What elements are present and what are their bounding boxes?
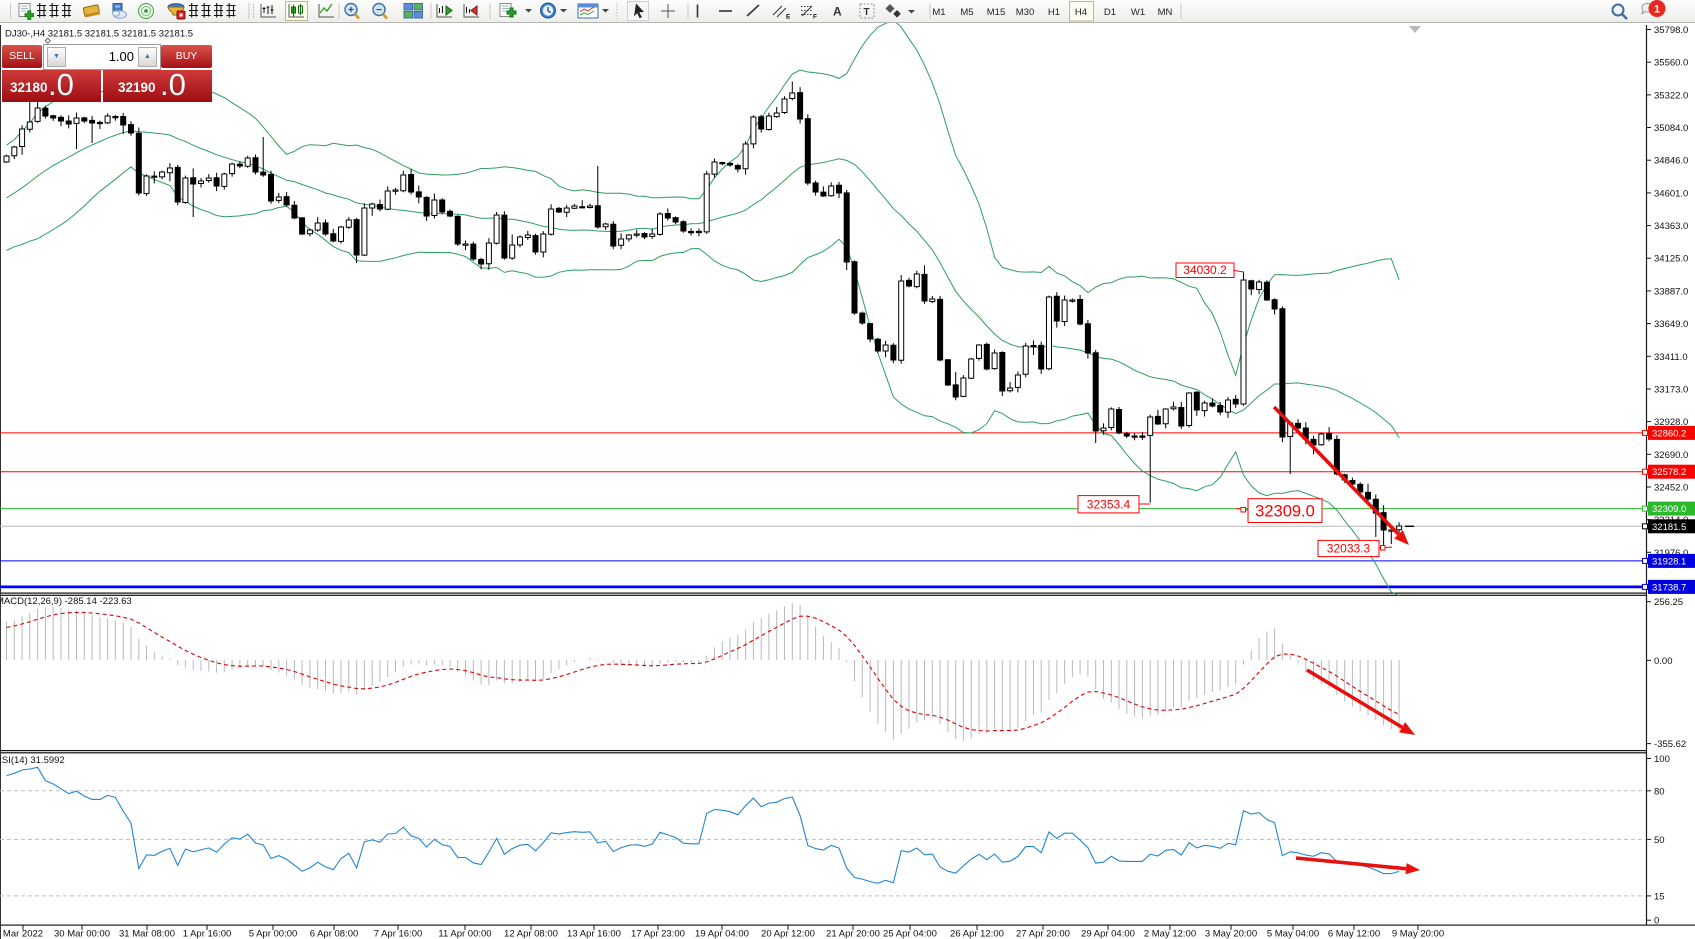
svg-text:+: + xyxy=(348,5,354,16)
svg-text:MN: MN xyxy=(1158,7,1173,18)
svg-text:19 Apr 04:00: 19 Apr 04:00 xyxy=(695,929,749,939)
svg-text:6 Apr 08:00: 6 Apr 08:00 xyxy=(310,929,359,939)
svg-text:32309.0: 32309.0 xyxy=(1255,503,1315,521)
svg-text:11 Apr 00:00: 11 Apr 00:00 xyxy=(438,929,491,939)
svg-text:50: 50 xyxy=(1654,835,1665,846)
svg-text:34601.0: 34601.0 xyxy=(1654,188,1688,199)
svg-text:6 May 12:00: 6 May 12:00 xyxy=(1328,929,1380,939)
svg-text:256.25: 256.25 xyxy=(1654,597,1683,608)
svg-text:3 May 20:00: 3 May 20:00 xyxy=(1205,929,1257,939)
svg-text:32578.2: 32578.2 xyxy=(1652,467,1686,478)
svg-text:32033.3: 32033.3 xyxy=(1327,542,1371,556)
svg-text:33411.0: 33411.0 xyxy=(1654,352,1688,363)
svg-text:35798.0: 35798.0 xyxy=(1654,25,1688,36)
svg-text:5 May 04:00: 5 May 04:00 xyxy=(1267,929,1319,939)
svg-text:M15: M15 xyxy=(987,7,1005,18)
svg-text:32353.4: 32353.4 xyxy=(1087,498,1131,512)
svg-text:1: 1 xyxy=(1654,4,1660,16)
svg-text:H4: H4 xyxy=(1075,7,1087,18)
svg-text:F: F xyxy=(813,14,817,21)
svg-text:30 Mar 00:00: 30 Mar 00:00 xyxy=(54,929,110,939)
svg-text:34363.0: 34363.0 xyxy=(1654,221,1688,232)
svg-text:27 Apr 20:00: 27 Apr 20:00 xyxy=(1016,929,1070,939)
svg-text:DJ30-,H4 32181.5 32181.5 3218: DJ30-,H4 32181.5 32181.5 32181.5 32181.5 xyxy=(5,29,193,40)
svg-text:MACD(12,26,9) -285.14 -223.63: MACD(12,26,9) -285.14 -223.63 xyxy=(0,596,132,607)
svg-text:29 Apr 04:00: 29 Apr 04:00 xyxy=(1081,929,1135,939)
svg-text:34030.2: 34030.2 xyxy=(1183,263,1227,277)
svg-text:2 May 12:00: 2 May 12:00 xyxy=(1144,929,1196,939)
svg-text:80: 80 xyxy=(1654,786,1665,797)
svg-text:33887.0: 33887.0 xyxy=(1654,286,1688,297)
svg-text:15: 15 xyxy=(1654,891,1665,902)
svg-text:31928.1: 31928.1 xyxy=(1652,556,1686,567)
svg-text:25 Apr 04:00: 25 Apr 04:00 xyxy=(883,929,937,939)
svg-text:35322.0: 35322.0 xyxy=(1654,90,1688,101)
svg-text:26 Apr 12:00: 26 Apr 12:00 xyxy=(950,929,1004,939)
svg-text:34846.0: 34846.0 xyxy=(1654,156,1688,167)
svg-text:33649.0: 33649.0 xyxy=(1654,319,1688,330)
svg-text:D1: D1 xyxy=(1104,7,1116,18)
svg-text:M30: M30 xyxy=(1016,7,1034,18)
svg-text:33173.0: 33173.0 xyxy=(1654,385,1688,396)
svg-text:Mar 2022: Mar 2022 xyxy=(3,929,43,939)
svg-text:32928.0: 32928.0 xyxy=(1654,417,1688,428)
svg-text:32452.0: 32452.0 xyxy=(1654,483,1688,494)
svg-text:M5: M5 xyxy=(960,7,973,18)
svg-text:31 Mar 08:00: 31 Mar 08:00 xyxy=(119,929,175,939)
svg-text:100: 100 xyxy=(1654,754,1670,765)
svg-text:35084.0: 35084.0 xyxy=(1654,123,1688,134)
svg-text:M1: M1 xyxy=(932,7,945,18)
svg-text:RSI(14) 31.5992: RSI(14) 31.5992 xyxy=(0,755,65,766)
svg-text:32309.0: 32309.0 xyxy=(1652,504,1686,515)
svg-text:0: 0 xyxy=(1654,916,1659,927)
svg-text:1 Apr 16:00: 1 Apr 16:00 xyxy=(183,929,232,939)
svg-text:9 May 20:00: 9 May 20:00 xyxy=(1392,929,1444,939)
svg-text:35560.0: 35560.0 xyxy=(1654,58,1688,69)
svg-text:32690.0: 32690.0 xyxy=(1654,450,1688,461)
svg-text:H1: H1 xyxy=(1048,7,1060,18)
svg-text:13 Apr 16:00: 13 Apr 16:00 xyxy=(567,929,621,939)
svg-text:32181.5: 32181.5 xyxy=(1652,522,1686,533)
svg-text:20 Apr 12:00: 20 Apr 12:00 xyxy=(761,929,815,939)
svg-text:34125.0: 34125.0 xyxy=(1654,254,1688,265)
svg-text:31976.0: 31976.0 xyxy=(1654,548,1688,559)
svg-text:0.00: 0.00 xyxy=(1654,656,1673,667)
svg-text:E: E xyxy=(786,14,791,21)
svg-text:5 Apr 00:00: 5 Apr 00:00 xyxy=(249,929,298,939)
svg-text:31738.7: 31738.7 xyxy=(1652,582,1686,593)
svg-text:T: T xyxy=(864,7,870,18)
svg-text:−: − xyxy=(376,5,382,16)
svg-text:12 Apr 08:00: 12 Apr 08:00 xyxy=(504,929,558,939)
svg-text:-355.62: -355.62 xyxy=(1654,739,1686,750)
svg-text:W1: W1 xyxy=(1131,7,1145,18)
svg-text:17 Apr 23:00: 17 Apr 23:00 xyxy=(631,929,685,939)
svg-text:32860.2: 32860.2 xyxy=(1652,428,1686,439)
svg-text:A: A xyxy=(833,5,842,19)
svg-text:7 Apr 16:00: 7 Apr 16:00 xyxy=(374,929,423,939)
svg-text:21 Apr 20:00: 21 Apr 20:00 xyxy=(826,929,880,939)
